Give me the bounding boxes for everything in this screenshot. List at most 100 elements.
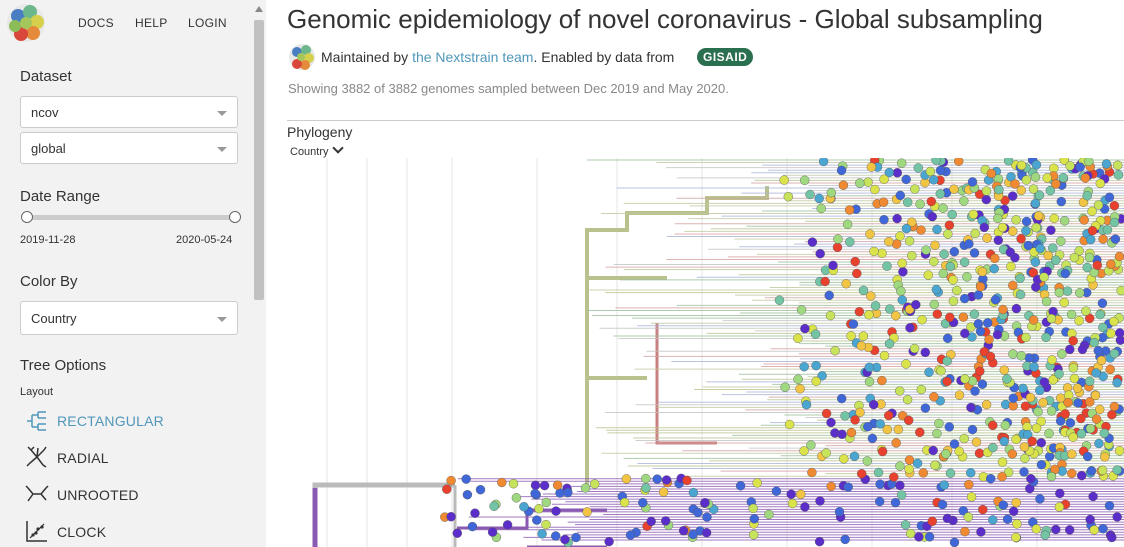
tree-tip[interactable] — [1058, 173, 1068, 183]
tree-tip[interactable] — [1114, 446, 1124, 456]
tree-tip[interactable] — [913, 163, 923, 173]
tree-tip[interactable] — [806, 440, 816, 450]
tree-tip[interactable] — [1015, 273, 1025, 284]
tree-tip[interactable] — [1109, 217, 1120, 228]
tree-tip[interactable] — [979, 222, 989, 233]
tree-tip[interactable] — [882, 261, 892, 271]
tree-tip[interactable] — [1036, 438, 1046, 448]
tree-tip[interactable] — [1008, 393, 1018, 403]
tree-tip[interactable] — [863, 177, 873, 187]
tree-tip[interactable] — [1099, 428, 1109, 438]
tree-tip[interactable] — [1046, 471, 1057, 482]
tree-tip[interactable] — [841, 278, 851, 289]
tree-tip[interactable] — [936, 366, 946, 376]
tree-tip[interactable] — [537, 529, 547, 539]
tree-tip[interactable] — [771, 486, 782, 496]
tree-tip[interactable] — [1109, 401, 1120, 412]
tree-tip[interactable] — [1112, 377, 1122, 388]
tree-tip[interactable] — [902, 394, 913, 405]
tree-tip[interactable] — [891, 438, 901, 448]
tree-tip[interactable] — [780, 382, 790, 392]
tree-tip[interactable] — [701, 528, 712, 538]
tree-tip[interactable] — [811, 376, 821, 387]
tree-tip[interactable] — [1056, 236, 1066, 246]
tree-tip[interactable] — [1011, 215, 1021, 225]
tree-tip[interactable] — [1060, 409, 1070, 419]
tree-tip[interactable] — [1077, 470, 1087, 481]
tree-tip[interactable] — [661, 475, 672, 485]
tree-tip[interactable] — [879, 215, 889, 225]
tree-tip[interactable] — [997, 222, 1008, 233]
tree-tip[interactable] — [811, 360, 821, 371]
tree-tip[interactable] — [1041, 332, 1051, 343]
tree-tip[interactable] — [1003, 467, 1014, 477]
tree-tip[interactable] — [927, 212, 937, 222]
tree-tip[interactable] — [929, 392, 939, 402]
tree-tip[interactable] — [857, 469, 867, 479]
tree-tip[interactable] — [855, 178, 865, 188]
tree-tip[interactable] — [815, 248, 825, 259]
tree-tip[interactable] — [884, 236, 894, 247]
sidebar-scrollbar[interactable] — [252, 0, 266, 547]
tree-tip[interactable] — [884, 167, 894, 178]
tree-tip[interactable] — [1016, 351, 1026, 361]
tree-tip[interactable] — [960, 328, 970, 339]
tree-tip[interactable] — [1098, 234, 1108, 244]
tree-tip[interactable] — [604, 536, 614, 547]
tree-tip[interactable] — [1028, 267, 1038, 278]
tree-tip[interactable] — [968, 209, 979, 220]
tree-tip[interactable] — [852, 268, 862, 279]
tree-tip[interactable] — [1079, 215, 1089, 225]
tree-tip[interactable] — [1074, 246, 1084, 256]
tree-tip[interactable] — [1031, 524, 1041, 534]
tree-tip[interactable] — [461, 474, 471, 484]
tree-tip[interactable] — [992, 329, 1003, 340]
tree-tip[interactable] — [1084, 158, 1094, 167]
tree-tip[interactable] — [1098, 524, 1108, 534]
tree-tip[interactable] — [837, 429, 847, 439]
tree-tip[interactable] — [795, 384, 805, 394]
tree-tip[interactable] — [954, 390, 965, 400]
tree-tip[interactable] — [682, 475, 692, 486]
tree-tip[interactable] — [864, 362, 874, 373]
tree-tip[interactable] — [817, 371, 827, 381]
tree-tip[interactable] — [1021, 332, 1031, 343]
tree-tip[interactable] — [850, 415, 860, 425]
tree-tip[interactable] — [976, 527, 986, 537]
tree-tip[interactable] — [943, 333, 953, 344]
tree-tip[interactable] — [895, 386, 905, 396]
tree-tip[interactable] — [563, 487, 573, 498]
tree-tip[interactable] — [1021, 175, 1032, 185]
tree-tip[interactable] — [1031, 423, 1042, 433]
tree-tip[interactable] — [966, 468, 976, 478]
tree-tip[interactable] — [989, 263, 999, 274]
tree-tip[interactable] — [1105, 364, 1115, 375]
tree-tip[interactable] — [967, 424, 978, 435]
tree-tip[interactable] — [898, 267, 908, 277]
tree-tip[interactable] — [912, 458, 923, 468]
tree-tip[interactable] — [932, 224, 942, 235]
tree-tip[interactable] — [1076, 429, 1087, 439]
tree-tip[interactable] — [1104, 192, 1115, 202]
tree-tip[interactable] — [915, 427, 925, 437]
tree-tip[interactable] — [910, 184, 920, 194]
tree-tip[interactable] — [870, 184, 880, 195]
tree-tip[interactable] — [1093, 200, 1104, 210]
phylogeny-tree[interactable] — [287, 158, 1124, 547]
tree-tip[interactable] — [693, 507, 703, 518]
tree-tip[interactable] — [959, 433, 969, 444]
tree-tip[interactable] — [939, 480, 949, 490]
tree-tip[interactable] — [442, 484, 452, 494]
tree-tip[interactable] — [973, 290, 984, 300]
date-range-start-handle[interactable] — [21, 211, 33, 223]
tree-tip[interactable] — [929, 175, 939, 185]
tree-tip[interactable] — [834, 507, 845, 517]
tree-tip[interactable] — [1054, 502, 1065, 512]
tree-tip[interactable] — [916, 384, 926, 395]
tree-tip[interactable] — [949, 246, 959, 257]
tree-tip[interactable] — [487, 527, 498, 537]
tree-tip[interactable] — [1049, 213, 1059, 224]
tree-tip[interactable] — [807, 467, 817, 478]
tree-tip[interactable] — [945, 261, 955, 272]
tree-tip[interactable] — [1010, 179, 1020, 189]
